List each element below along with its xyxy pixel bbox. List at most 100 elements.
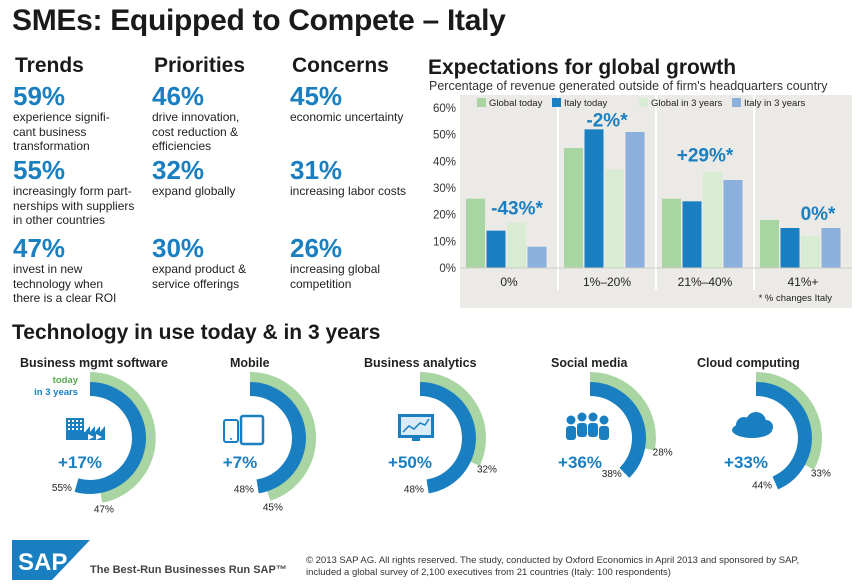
y-tick-label: 10% [433,236,456,248]
tech-category-label: Cloud computing [697,356,800,370]
gauge-future-value: 55% [52,483,72,494]
bar-italy-today [682,201,702,268]
gauge-arc-future [589,382,646,478]
legend-today-label: today [53,375,79,386]
bar-italy-today [486,230,506,268]
bar-italy-today [780,228,800,268]
growth-bar-chart: 0% 10% 20% 30% 40% 50% 60% 0% -43%* 1%–20% -2%* 21%… [433,95,852,304]
stat-description: technology when [13,276,104,291]
stat-percentage: 26% [290,233,343,263]
tech-category-label: Business mgmt software [20,356,168,370]
gauge-today-value: 33% [811,469,831,480]
legend-swatch [639,98,648,107]
gauge-today-value: 28% [653,447,673,458]
x-category-label: 1%–20% [583,275,631,289]
adoption-change-value: +50% [388,453,432,472]
bar-global-today [564,148,583,268]
stat-item: 31% increasing labor costs [290,156,430,199]
stat-description: efficiencies [152,139,212,153]
stat-percentage: 45% [290,81,343,111]
people-group-icon [566,412,609,440]
stat-description: increasing global [290,262,381,276]
gauge-today-value: 47% [94,505,114,516]
stat-description: increasing labor costs [290,184,407,198]
legend-label: Global today [489,98,543,109]
stat-description: expand globally [152,184,236,198]
gauge-arc-future [74,382,146,494]
stat-percentage: 55% [13,155,66,185]
gauge-arc-future [419,382,476,494]
y-tick-label: 20% [433,210,456,222]
cloud-icon [732,412,773,438]
stat-description: transformation [13,139,90,153]
tech-category-label: Social media [551,356,628,370]
bar-italy-in-3-years [821,228,841,268]
legend-swatch [477,98,486,107]
column-heading: Priorities [154,54,246,77]
bar-italy-in-3-years [527,246,547,268]
stat-item: 26% increasing global competition [290,234,430,291]
tech-category-label: Mobile [230,356,270,370]
legend-label: Italy in 3 years [744,98,805,109]
adoption-change-value: +33% [724,453,768,472]
bar-global-today [662,198,681,268]
gauge-future-value: 38% [602,469,622,480]
stat-description: cant business [13,124,87,139]
x-category-label: 21%–40% [678,275,733,289]
stat-item: 32% expand globally [152,156,292,199]
stat-description: increasingly form part- [13,184,132,198]
legend-label: Global in 3 years [651,98,723,109]
change-annotation: -43%* [491,199,543,220]
change-annotation: +29%* [677,145,734,166]
stat-description: expand product & [152,262,247,276]
bar-global-today [760,220,779,268]
factory-icon [66,418,105,440]
adoption-change-value: +36% [558,453,602,472]
column-heading: Trends [15,54,84,77]
mobile-devices-icon [223,414,265,446]
stat-percentage: 32% [152,155,205,185]
y-tick-label: 30% [433,183,456,195]
stat-item: 46% drive innovation, cost reduction & effi… [152,82,292,154]
y-tick-label: 0% [439,263,456,275]
change-annotation: 0%* [801,204,836,225]
stat-percentage: 31% [290,155,343,185]
stat-description: there is a clear ROI [13,291,117,305]
stat-percentage: 46% [152,81,205,111]
stat-description: economic uncertainty [290,110,404,124]
legend-label: Italy today [564,98,608,109]
stat-item: 30% expand product & service offerings [152,234,292,291]
sap-logo-text: SAP [18,549,67,576]
analytics-screen-icon [398,414,434,441]
chart-subtitle: Percentage of revenue generated outside … [429,79,828,93]
bar-global-today [466,198,485,268]
stat-description: service offerings [152,276,240,291]
stat-description: drive innovation, [152,110,240,124]
legend-swatch [732,98,741,107]
bar-italy-today [584,129,604,268]
stat-description: competition [290,276,352,291]
gauge-future-value: 44% [752,481,772,492]
y-tick-label: 40% [433,156,456,168]
gauge-arc-today [419,372,486,467]
gauge-arc-today [589,372,656,451]
gauge-future-value: 48% [234,484,254,495]
gauge-future-value: 48% [404,484,424,495]
copyright-text: © 2013 SAP AG. All rights reserved. The … [306,555,800,578]
bar-global-in-3-years [703,172,722,268]
stat-description: nerships with suppliers [13,198,135,213]
tech-section-title: Technology in use today & in 3 years [12,321,381,344]
bar-italy-in-3-years [625,132,645,268]
stat-percentage: 59% [13,81,66,111]
page-title: SMEs: Equipped to Compete – Italy [12,4,506,37]
stat-percentage: 30% [152,233,205,263]
sap-tagline: The Best-Run Businesses Run SAP™ [90,564,287,576]
stat-item: 45% economic uncertainty [290,82,430,125]
chart-title: Expectations for global growth [428,56,737,79]
adoption-change-value: +17% [58,453,102,472]
y-tick-label: 50% [433,130,456,142]
stat-item: 47% invest in new technology when there is … [13,234,153,306]
column-heading: Concerns [292,54,389,77]
change-annotation: -2%* [586,111,628,132]
